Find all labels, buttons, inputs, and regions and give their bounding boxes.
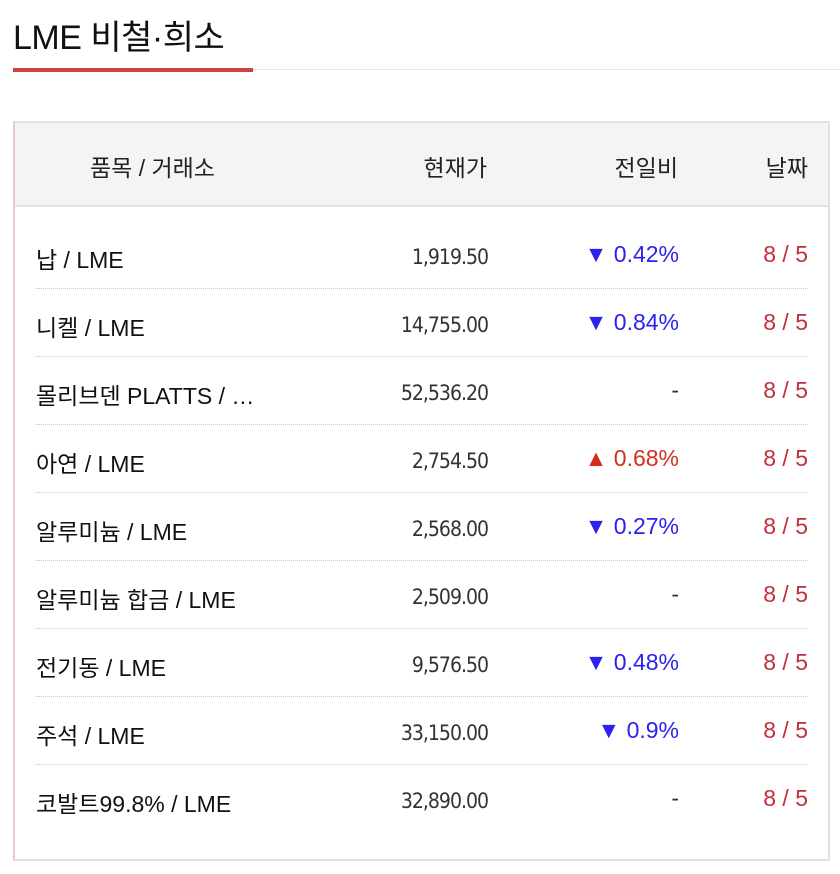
current-price: 2,509.00 bbox=[411, 585, 489, 609]
date-value: 8 / 5 bbox=[763, 377, 808, 403]
date-value: 8 / 5 bbox=[763, 445, 808, 471]
item-name[interactable]: 코발트99.8% / LME bbox=[36, 791, 232, 817]
item-name[interactable]: 알루미늄 / LME bbox=[36, 519, 188, 545]
date-value: 8 / 5 bbox=[763, 241, 808, 267]
change-value: ▼ 0.84% bbox=[584, 309, 679, 335]
current-price: 9,576.50 bbox=[411, 653, 489, 677]
table-row[interactable]: 알루미늄 합금 / LME 2,509.00 - 8 / 5 bbox=[36, 561, 808, 629]
current-price: 2,568.00 bbox=[411, 517, 489, 541]
header-name: 품목 / 거래소 bbox=[90, 155, 215, 181]
date-value: 8 / 5 bbox=[763, 649, 808, 675]
change-value: - bbox=[671, 377, 679, 403]
change-value: - bbox=[671, 785, 679, 811]
current-price: 1,919.50 bbox=[411, 245, 489, 269]
table-row[interactable]: 코발트99.8% / LME 32,890.00 - 8 / 5 bbox=[36, 765, 808, 832]
date-value: 8 / 5 bbox=[763, 581, 808, 607]
change-value: ▼ 0.9% bbox=[597, 717, 679, 743]
item-name[interactable]: 전기동 / LME bbox=[36, 655, 166, 681]
item-name[interactable]: 아연 / LME bbox=[36, 451, 145, 477]
item-name[interactable]: 주석 / LME bbox=[36, 723, 145, 749]
item-name[interactable]: 납 / LME bbox=[36, 247, 124, 273]
table-row[interactable]: 주석 / LME 33,150.00 ▼ 0.9% 8 / 5 bbox=[36, 697, 808, 765]
current-price: 14,755.00 bbox=[400, 313, 489, 337]
price-table: 품목 / 거래소 현재가 전일비 날짜 납 / LME 1,919.50 ▼ 0.4… bbox=[13, 121, 830, 861]
change-value: ▼ 0.27% bbox=[584, 513, 679, 539]
current-price: 32,890.00 bbox=[400, 789, 489, 813]
title-underline bbox=[13, 68, 253, 72]
date-value: 8 / 5 bbox=[763, 309, 808, 335]
current-price: 2,754.50 bbox=[411, 449, 489, 473]
table-row[interactable]: 몰리브덴 PLATTS / … 52,536.20 - 8 / 5 bbox=[36, 357, 808, 425]
change-value: ▼ 0.42% bbox=[584, 241, 679, 267]
table-row[interactable]: 니켈 / LME 14,755.00 ▼ 0.84% 8 / 5 bbox=[36, 289, 808, 357]
table-row[interactable]: 납 / LME 1,919.50 ▼ 0.42% 8 / 5 bbox=[36, 221, 808, 289]
table-row[interactable]: 아연 / LME 2,754.50 ▲ 0.68% 8 / 5 bbox=[36, 425, 808, 493]
change-value: ▼ 0.48% bbox=[584, 649, 679, 675]
change-value: ▲ 0.68% bbox=[584, 445, 679, 471]
item-name[interactable]: 알루미늄 합금 / LME bbox=[36, 587, 236, 613]
header-change: 전일비 bbox=[614, 155, 678, 181]
table-row[interactable]: 전기동 / LME 9,576.50 ▼ 0.48% 8 / 5 bbox=[36, 629, 808, 697]
header-price: 현재가 bbox=[423, 155, 487, 181]
current-price: 52,536.20 bbox=[400, 381, 489, 405]
date-value: 8 / 5 bbox=[763, 513, 808, 539]
table-header: 품목 / 거래소 현재가 전일비 날짜 bbox=[15, 123, 828, 207]
current-price: 33,150.00 bbox=[400, 721, 489, 745]
date-value: 8 / 5 bbox=[763, 717, 808, 743]
divider bbox=[253, 69, 840, 70]
table-body: 납 / LME 1,919.50 ▼ 0.42% 8 / 5 니켈 / LME 14,75… bbox=[36, 221, 808, 832]
section-title: LME 비철·희소 bbox=[13, 19, 225, 57]
item-name[interactable]: 니켈 / LME bbox=[36, 315, 145, 341]
header-date: 날짜 bbox=[765, 155, 808, 181]
table-row[interactable]: 알루미늄 / LME 2,568.00 ▼ 0.27% 8 / 5 bbox=[36, 493, 808, 561]
date-value: 8 / 5 bbox=[763, 785, 808, 811]
item-name[interactable]: 몰리브덴 PLATTS / … bbox=[36, 383, 255, 409]
change-value: - bbox=[671, 581, 679, 607]
